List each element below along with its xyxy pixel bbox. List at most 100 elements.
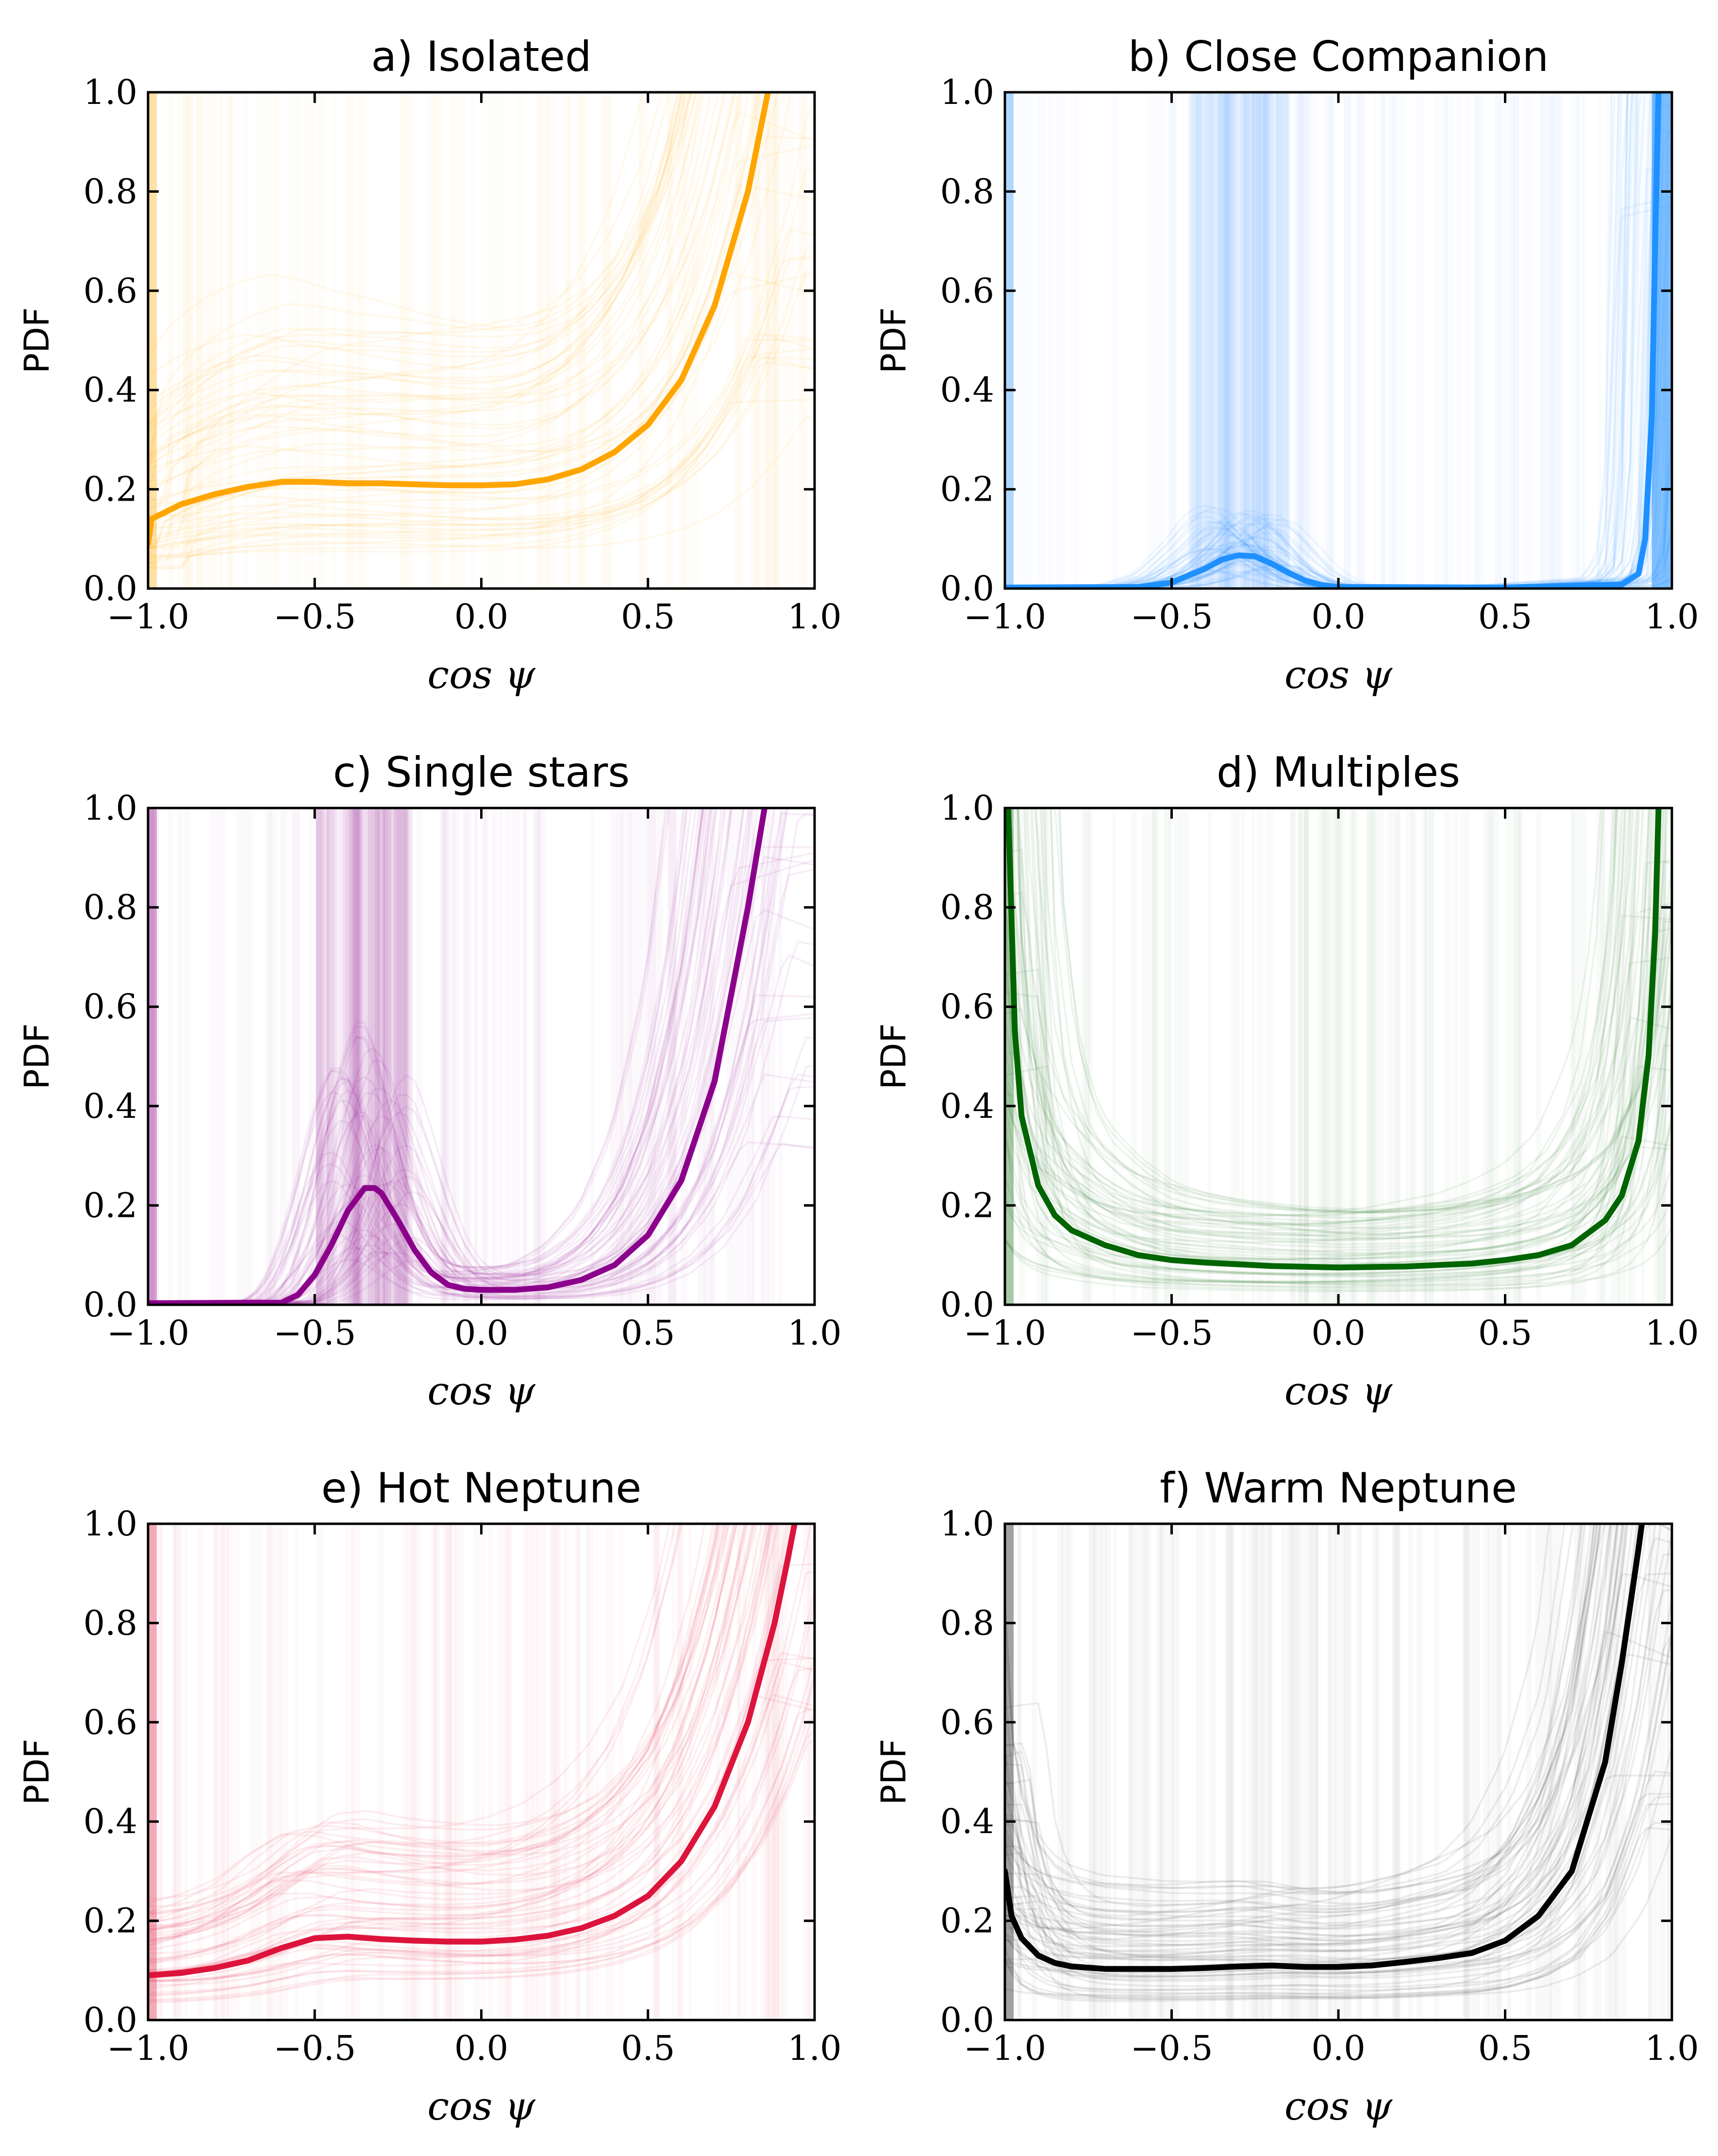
posterior-samples [1005,92,1672,589]
x-axis-label: cos ψ [427,1368,535,1414]
median-line [148,92,771,547]
sample-curve [1005,1553,1672,1978]
y-axis-label: PDF [17,307,57,373]
sample-curve [148,92,693,486]
edge-density-left [148,92,157,589]
sample-curve [1050,808,1672,1219]
sample-curve [148,361,815,546]
y-tick-label: 0.2 [83,1901,137,1941]
sample-curve [1050,808,1672,1241]
sample-curve [1005,808,1618,1216]
sample-curve [148,1524,676,1948]
sample-curve [148,1655,815,1986]
sample-curve [1005,957,1672,1283]
sample-curve [148,1602,815,1994]
sample-curve [1005,808,1632,1252]
x-tick-label: 1.0 [1645,1313,1699,1353]
sample-curve [148,1524,720,1930]
sample-curve [1005,1524,1624,1927]
sample-curve [148,92,685,405]
y-tick-label: 0.6 [940,987,994,1027]
sample-curve [148,92,663,431]
panel-3: −1.0 −0.5 0.0 0.5 1.0 0.0 0.2 0.4 0.6 0.8 1.0 c) Si… [17,748,842,1414]
sample-curve [148,92,792,517]
sample-curve [1005,808,1615,1227]
plot-area [1005,92,1672,589]
sample-curve [148,1524,726,1904]
sample-curve [148,1524,737,1943]
sample-curve [1007,808,1653,1260]
sample-curve [148,1524,772,1976]
sample-curve [1054,808,1672,1213]
sample-curve [1005,1524,1602,1895]
y-tick-label: 0.8 [83,888,137,927]
sample-curve [1005,1524,1642,1953]
y-tick-label: 0.0 [83,2000,137,2040]
median-line [148,1524,798,1978]
sample-curve [148,1524,745,1962]
sample-curve [1005,968,1672,1277]
sample-curve [148,92,725,459]
sample-curve [148,1524,763,1961]
sample-curve [148,255,815,564]
sample-curve [148,1524,735,1965]
x-tick-label: 0.5 [1478,597,1532,637]
sample-curve [148,1524,758,1900]
sample-curve [1005,978,1672,1284]
sample-curve [148,92,698,482]
edge-density-left [148,1524,157,2020]
x-tick-label: −0.5 [273,2028,356,2068]
x-tick-label: −0.5 [1131,1313,1213,1353]
sample-curve [1017,808,1644,1225]
y-tick-label: 0.8 [83,1603,137,1643]
x-axis-label: cos ψ [1284,652,1393,697]
sample-curve [148,356,815,550]
sample-curve [1013,808,1651,1240]
sample-curve [1005,1524,1582,1933]
sample-curve [1005,1595,1672,1978]
sample-curve [148,227,815,543]
sample-curve [148,1524,723,1915]
sample-curve [148,808,707,1302]
sample-curve [148,808,668,1303]
sample-curve [1005,1524,1627,1937]
sample-curve [1005,1524,1606,1930]
sample-curve [148,1710,815,1981]
sample-curve [1005,1795,1672,2003]
y-tick-label: 0.4 [940,370,994,410]
sample-curve [148,1667,815,1997]
panel-title: a) Isolated [371,33,591,81]
sample-curve [148,1693,815,1975]
sample-curve [1017,808,1650,1234]
y-tick-label: 0.4 [940,1802,994,1841]
y-tick-label: 1.0 [940,72,994,112]
y-tick-label: 0.2 [83,1185,137,1225]
y-tick-label: 0.6 [83,987,137,1027]
sample-curve [1005,1634,1672,1992]
y-tick-label: 0.8 [83,171,137,211]
sample-curve [1005,1666,1672,1966]
sample-curve [148,92,683,481]
x-tick-label: −1.0 [107,597,189,637]
sample-curve [148,1524,727,1937]
sample-curve [148,347,815,564]
sample-curve [1005,1524,1637,1959]
sample-curve [148,1661,815,1974]
x-tick-label: 0.0 [454,2028,508,2068]
sample-curve [148,1524,788,1976]
sample-curve [1005,1524,1592,1939]
y-tick-label: 0.4 [83,1086,137,1126]
median-line [1005,92,1662,589]
sample-curve [148,92,691,477]
sample-curve [148,1524,682,1946]
sample-curve [148,1524,738,1942]
sample-curve [148,1524,725,1924]
sample-curve [1005,1145,1672,1293]
sample-curve [148,271,815,557]
panel-title: c) Single stars [333,748,630,797]
x-tick-label: 0.5 [621,1313,675,1353]
sample-curve [1005,1524,1623,1907]
panel-4: −1.0 −0.5 0.0 0.5 1.0 0.0 0.2 0.4 0.6 0.8 1.0 d) Mu… [874,748,1699,1414]
sample-curve [148,92,727,432]
sample-curve [1005,1044,1672,1288]
